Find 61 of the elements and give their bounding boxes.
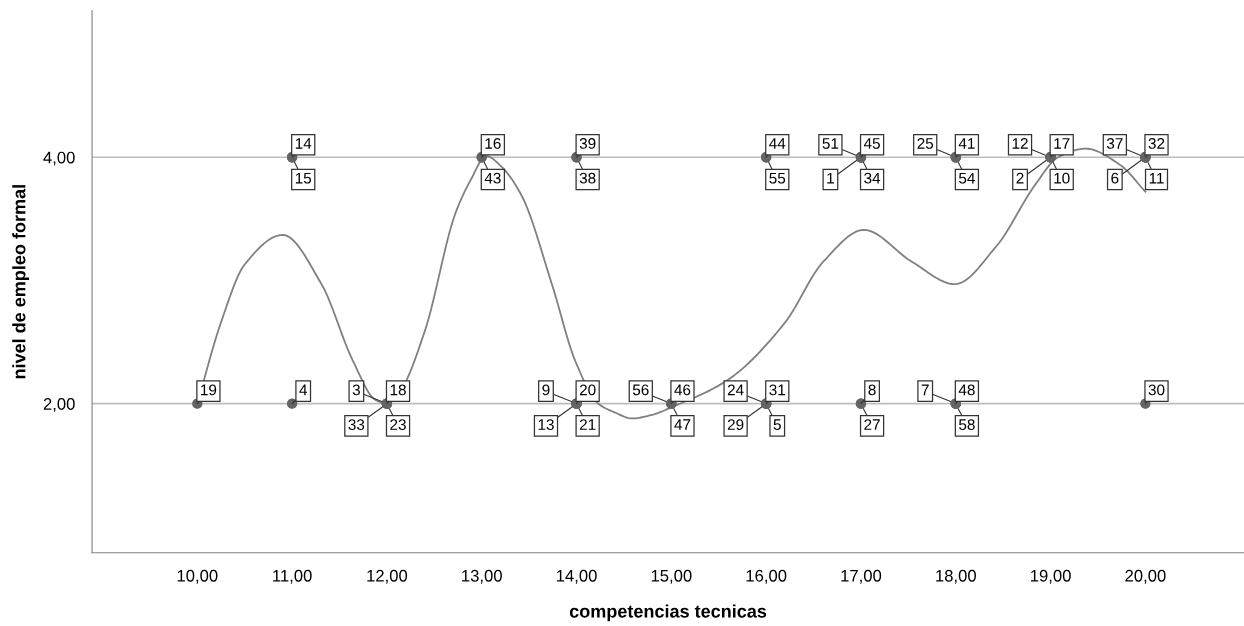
annotation: 16 — [485, 138, 501, 149]
x-tick-label: 20,00 — [1125, 569, 1166, 584]
x-tick-label: 15,00 — [651, 569, 692, 584]
annotation: 30 — [1148, 384, 1165, 396]
x-tick-label: 14,00 — [556, 569, 597, 584]
annotation: 23 — [390, 419, 406, 430]
annotation: 33 — [348, 419, 365, 430]
annotation: 34 — [864, 172, 881, 184]
annotation: 18 — [390, 384, 406, 396]
annotation: 58 — [959, 419, 975, 430]
annotation: 13 — [538, 419, 554, 430]
annotation: 12 — [1012, 138, 1028, 149]
annotation: 5 — [773, 419, 781, 430]
annotation: 27 — [864, 419, 880, 430]
annotation: 11 — [1149, 172, 1164, 184]
annotation: 14 — [295, 138, 312, 149]
x-tick-label: 16,00 — [746, 569, 787, 584]
annotation: 54 — [959, 172, 975, 184]
annotation: 38 — [579, 172, 596, 184]
annotation: 4 — [299, 384, 308, 396]
annotation: 46 — [674, 384, 691, 396]
x-tick-label: 18,00 — [936, 569, 976, 584]
y-tick-label: 2,00 — [43, 398, 75, 412]
annotation: 39 — [579, 138, 596, 149]
y-axis-title: nivel de empleo formal — [12, 185, 30, 379]
annotation: 6 — [1111, 172, 1119, 184]
annotation: 47 — [674, 419, 691, 430]
x-tick-label: 13,00 — [462, 569, 502, 584]
annotation: 55 — [769, 172, 786, 184]
annotation: 43 — [484, 172, 501, 184]
annotation: 7 — [921, 384, 929, 396]
annotation: 24 — [727, 384, 744, 396]
annotation: 21 — [579, 419, 596, 430]
annotation: 41 — [958, 138, 975, 149]
annotation: 3 — [352, 384, 360, 396]
annotation: 20 — [579, 384, 596, 396]
annotation: 9 — [542, 384, 550, 396]
x-tick-label: 17,00 — [841, 569, 882, 584]
annotation: 19 — [201, 384, 217, 396]
annotation: 48 — [958, 384, 975, 396]
y-tick-label: 4,00 — [43, 151, 75, 166]
annotation: 29 — [727, 419, 744, 430]
x-tick-label: 11,00 — [273, 569, 312, 584]
annotation: 8 — [868, 384, 876, 396]
annotation: 15 — [295, 172, 312, 184]
annotation: 51 — [822, 138, 839, 149]
annotation: 44 — [769, 138, 786, 149]
x-tick-label: 19,00 — [1031, 569, 1071, 584]
annotation: 1 — [827, 172, 834, 184]
annotation: 37 — [1106, 138, 1123, 149]
annotation: 32 — [1148, 138, 1165, 149]
annotation: 56 — [632, 384, 649, 396]
annotation: 31 — [769, 384, 786, 396]
annotation: 17 — [1054, 138, 1070, 149]
annotation: 25 — [917, 138, 934, 149]
annotation: 2 — [1016, 172, 1024, 184]
annotation: 45 — [863, 138, 880, 149]
annotation: 10 — [1054, 172, 1070, 184]
x-axis-title: competencias tecnicas — [569, 604, 767, 622]
x-tick-label: 10,00 — [177, 569, 218, 584]
x-tick-label: 12,00 — [367, 569, 408, 584]
